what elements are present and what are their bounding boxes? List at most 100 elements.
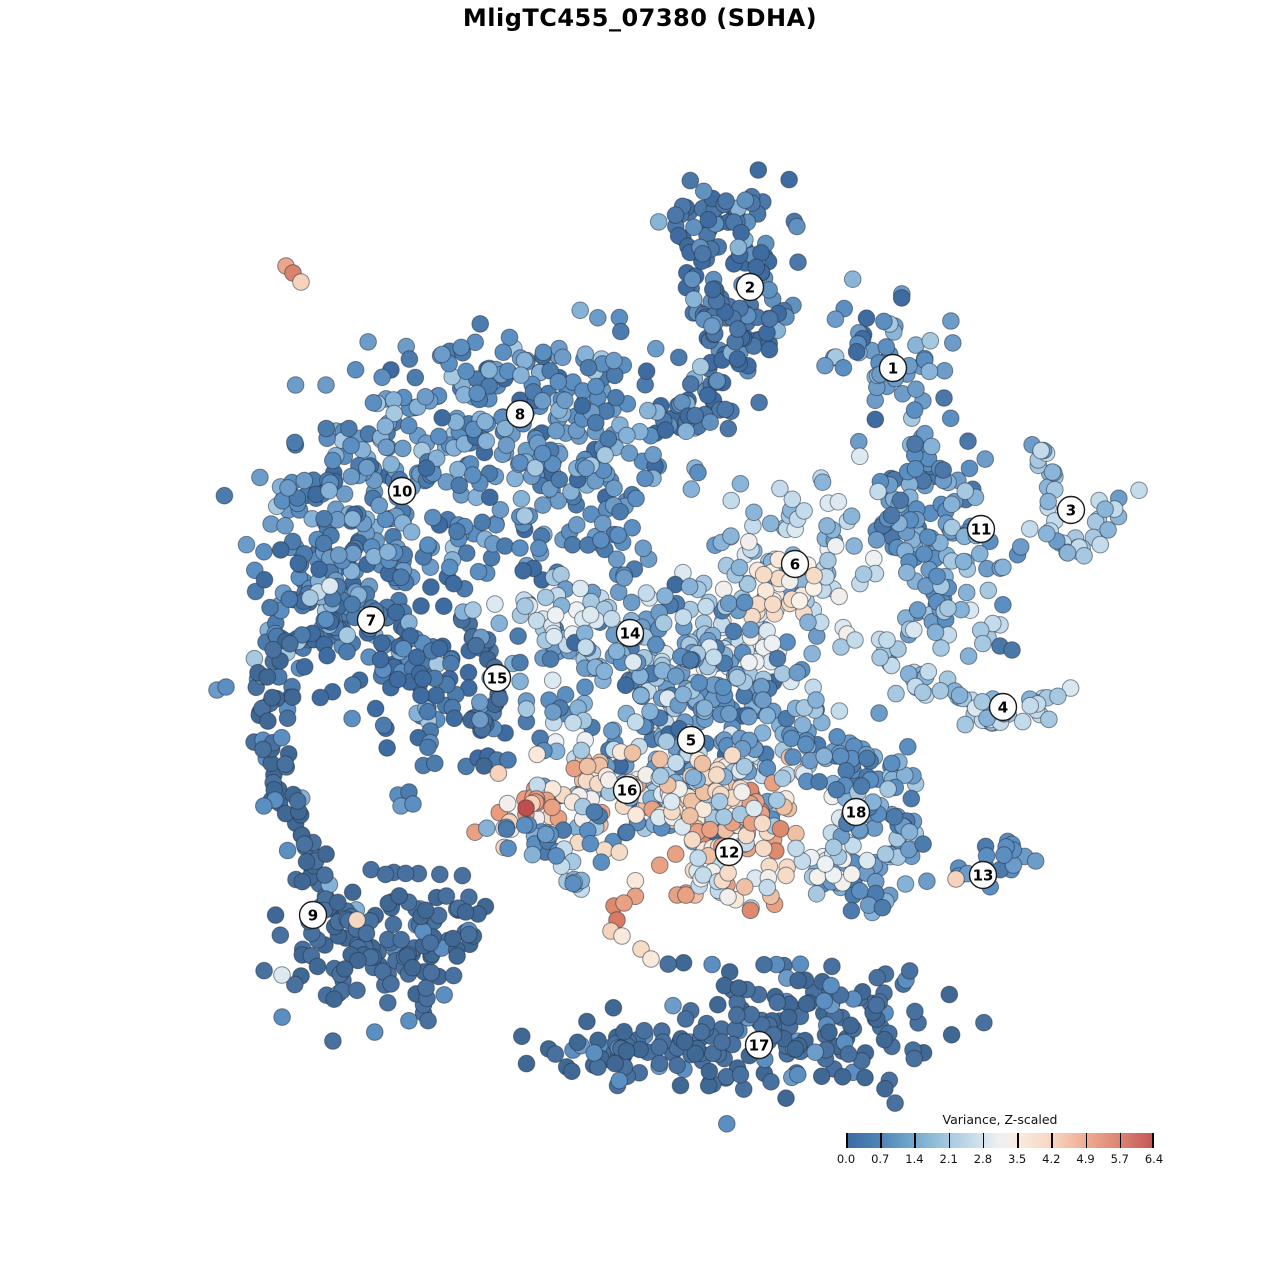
data-point (499, 839, 517, 858)
data-point (379, 994, 397, 1012)
cluster-label-text: 2 (745, 278, 755, 296)
data-point (553, 348, 572, 367)
data-point (826, 537, 845, 555)
data-point (607, 388, 625, 407)
data-point (956, 715, 975, 734)
data-point (975, 1013, 993, 1032)
data-point (906, 435, 924, 453)
data-point (647, 339, 665, 358)
data-point (922, 437, 941, 456)
data-point (689, 849, 707, 867)
data-point (935, 362, 954, 380)
colorbar-tick-label: 3.5 (1007, 1152, 1027, 1166)
data-point (753, 724, 772, 742)
data-point (288, 792, 307, 810)
data-point (547, 847, 566, 865)
data-point (676, 1010, 695, 1028)
data-point (876, 845, 895, 863)
data-point (523, 845, 542, 864)
data-point (261, 598, 279, 617)
data-point (869, 482, 887, 501)
data-point (942, 1026, 961, 1044)
data-point (662, 792, 681, 811)
data-point (376, 865, 395, 884)
data-point (768, 649, 787, 668)
data-point (616, 676, 635, 695)
data-point (693, 754, 712, 773)
data-point (787, 839, 805, 858)
data-point (394, 640, 413, 658)
data-point (417, 459, 436, 478)
cluster-label-text: 5 (686, 731, 696, 749)
data-point (790, 592, 809, 610)
data-point (842, 901, 861, 920)
data-point (1075, 547, 1093, 565)
data-point (444, 929, 462, 948)
data-point (258, 668, 277, 686)
data-point (511, 653, 529, 672)
data-point (592, 531, 610, 549)
data-point (486, 595, 504, 613)
cluster-label-circle (676, 725, 706, 755)
data-point (651, 767, 670, 785)
data-point (741, 901, 760, 920)
data-point (348, 911, 366, 929)
colorbar-tick (914, 1133, 917, 1148)
cluster-label-circle (988, 692, 1018, 722)
data-point (940, 985, 959, 1004)
data-point (286, 433, 304, 452)
data-point (606, 366, 624, 385)
data-point (419, 738, 437, 757)
data-point (255, 571, 274, 589)
data-point (705, 648, 723, 667)
data-point (581, 834, 600, 853)
data-point (281, 635, 299, 653)
cluster-label-circle (505, 399, 535, 429)
data-point (271, 541, 290, 559)
data-point (745, 503, 763, 522)
data-point (442, 654, 460, 673)
data-point (921, 332, 940, 350)
data-point (905, 621, 923, 639)
data-point (516, 597, 534, 616)
data-point (592, 853, 611, 872)
data-point (715, 808, 733, 826)
colorbar-gradient (846, 1133, 1154, 1148)
data-point (749, 161, 768, 179)
data-point (704, 280, 722, 299)
data-point (902, 789, 921, 808)
data-point (217, 678, 235, 696)
data-point (816, 855, 835, 873)
data-point (845, 537, 863, 555)
data-point (768, 791, 786, 810)
data-point (419, 1011, 437, 1030)
data-point (674, 685, 692, 704)
data-point (956, 482, 975, 501)
data-point (392, 930, 411, 949)
data-point (795, 502, 813, 520)
cluster-label-11: 11 (966, 514, 996, 544)
data-point (719, 888, 737, 906)
data-point (697, 597, 715, 616)
cluster-label-circle (298, 900, 328, 930)
data-point (471, 693, 489, 712)
data-point (318, 646, 336, 665)
data-point (944, 334, 962, 352)
data-point (273, 1008, 291, 1026)
data-point (293, 626, 311, 644)
data-point (623, 744, 642, 762)
colorbar-tick-label: 4.2 (1042, 1152, 1061, 1166)
data-point (647, 635, 665, 654)
data-point (708, 766, 726, 784)
data-point (852, 777, 871, 795)
data-point (826, 310, 845, 329)
data-point (942, 312, 960, 330)
cluster-label-18: 18 (841, 797, 871, 827)
data-point (402, 523, 421, 541)
data-point (563, 1062, 581, 1081)
data-point (971, 544, 989, 563)
data-point (832, 638, 850, 656)
data-point (807, 885, 826, 903)
data-point (728, 668, 747, 687)
